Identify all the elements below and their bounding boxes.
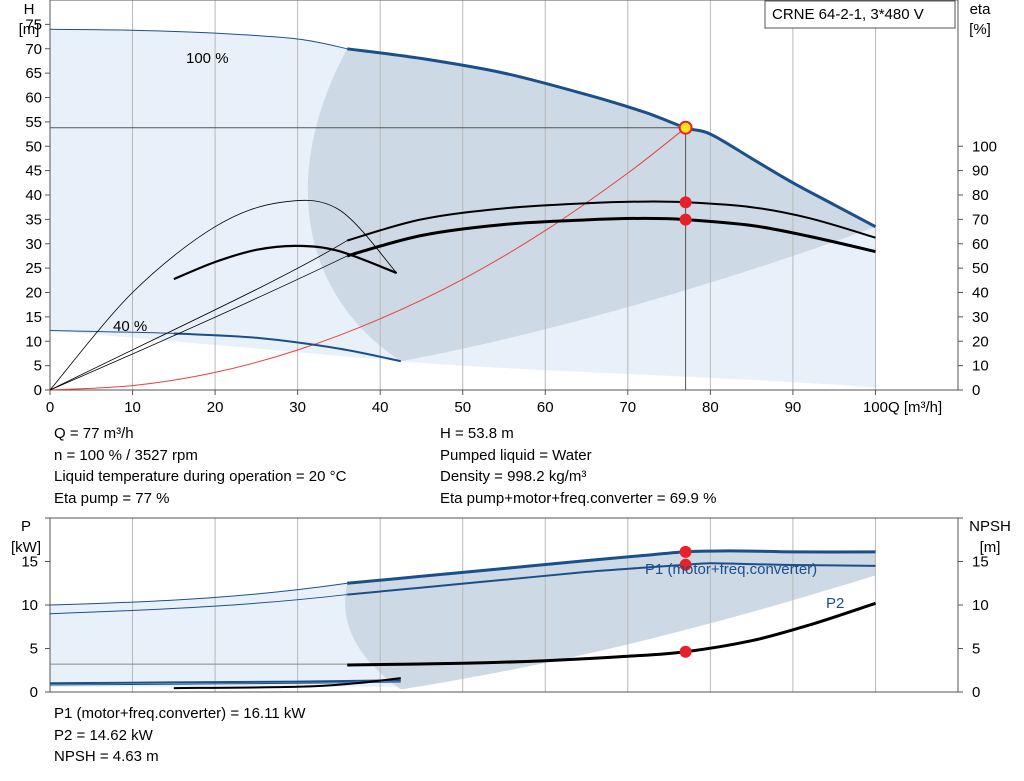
p-tick-label: 0 — [30, 684, 38, 701]
eta-tick-label: 50 — [972, 260, 989, 277]
x-tick-label: 100 — [863, 399, 888, 416]
h-tick-label: 40 — [25, 187, 42, 204]
x-tick-label: 50 — [454, 399, 471, 416]
npsh-curve — [347, 601, 876, 667]
p-tick-label: 15 — [21, 554, 38, 571]
npsh-tick-label: 15 — [972, 554, 989, 571]
h-tick-label: 20 — [25, 285, 42, 302]
eta-total-curve — [346, 216, 876, 258]
h-tick-label: 50 — [25, 138, 42, 155]
light-region-power — [50, 583, 401, 687]
p2-curve-label: P2 — [826, 595, 844, 612]
x-tick-label: 0 — [46, 399, 54, 416]
operating-region-head — [307, 48, 876, 362]
p1-40-curve — [49, 679, 401, 685]
head-curve-40 — [173, 332, 401, 363]
h-tick-label: 30 — [25, 236, 42, 253]
h-tick-label: 75 — [25, 16, 42, 33]
eta-axis-title: eta [%] — [969, 1, 991, 38]
h-tick-label: 5 — [34, 358, 42, 375]
p2-curve — [347, 562, 876, 596]
head-axis-title: H [m] — [19, 1, 40, 38]
eta-tick-label: 40 — [972, 285, 989, 302]
p-tick-label: 5 — [30, 641, 38, 658]
info-top-left: Q = 77 m³/h n = 100 % / 3527 rpm Liquid … — [54, 423, 346, 509]
info-p1: P1 (motor+freq.converter) = 16.11 kW — [54, 705, 306, 722]
info-liquid: Pumped liquid = Water — [440, 446, 592, 464]
pump-title: CRNE 64-2-1, 3*480 V — [772, 6, 924, 23]
p2-curve-extension — [49, 594, 348, 615]
info-flow: Q = 77 m³/h — [54, 425, 134, 442]
info-p2: P2 = 14.62 kW — [54, 726, 153, 744]
x-tick-label: 70 — [619, 399, 636, 416]
eta-tick-label: 10 — [972, 358, 989, 375]
npsh-axis-title: NPSH [m] — [969, 518, 1011, 556]
h-tick-label: 10 — [25, 333, 42, 350]
eta-pump-curve — [346, 200, 876, 242]
eta-total-start — [49, 255, 348, 391]
eta-tick-label: 70 — [972, 211, 989, 228]
x-tick-label: 10 — [124, 399, 141, 416]
eta-total-40-curve — [173, 244, 398, 281]
h-tick-label: 55 — [25, 114, 42, 131]
eta-tick-label: 80 — [972, 187, 989, 204]
info-eta-pump: Eta pump = 77 % — [54, 489, 170, 507]
eta-tick-label: 0 — [972, 382, 980, 399]
eta-tick-label: 60 — [972, 236, 989, 253]
h-tick-label: 15 — [25, 309, 42, 326]
h-tick-label: 0 — [34, 382, 42, 399]
x-tick-label: 60 — [537, 399, 554, 416]
h-tick-label: 35 — [25, 211, 42, 228]
duty-point-head — [678, 120, 693, 135]
head-curve-100-extension — [49, 28, 348, 50]
duty-point-eta-total — [679, 213, 692, 226]
h-tick-label: 25 — [25, 260, 42, 277]
info-head: H = 53.8 m — [440, 425, 514, 442]
p1-curve-label: P1 (motor+freq.converter) — [645, 561, 817, 578]
h-tick-label: 45 — [25, 163, 42, 180]
info-top-right: H = 53.8 m Pumped liquid = Water Density… — [440, 423, 716, 509]
curve-label-100: 100 % — [186, 50, 229, 67]
p1-curve — [347, 549, 876, 585]
curve-label-40: 40 % — [113, 318, 147, 335]
x-tick-label: 80 — [702, 399, 719, 416]
npsh-tick-label: 10 — [972, 597, 989, 614]
p-tick-label: 10 — [21, 597, 38, 614]
system-curve — [49, 127, 686, 391]
h-tick-label: 65 — [25, 65, 42, 82]
h-tick-label: 60 — [25, 90, 42, 107]
power-axis-title: P [kW] — [11, 518, 41, 556]
p1-curve-extension — [49, 582, 348, 606]
eta-tick-label: 90 — [972, 163, 989, 180]
flow-axis-title: Q [m³/h] — [888, 399, 942, 416]
npsh-tick-label: 0 — [972, 684, 980, 701]
info-density: Density = 998.2 kg/m³ — [440, 468, 587, 485]
info-liquid-temp: Liquid temperature during operation = 20… — [54, 468, 347, 485]
duty-point-p1 — [679, 545, 692, 558]
eta-pump-start — [49, 240, 348, 391]
npsh-40-curve — [173, 677, 401, 690]
duty-point-eta-pump — [679, 196, 692, 209]
x-tick-label: 30 — [289, 399, 306, 416]
x-tick-label: 20 — [207, 399, 224, 416]
info-bottom: P1 (motor+freq.converter) = 16.11 kW P2 … — [54, 703, 306, 768]
eta-tick-label: 20 — [972, 333, 989, 350]
duty-point-p2 — [679, 558, 692, 571]
eta-pump-40-curve — [49, 199, 397, 391]
npsh-tick-label: 5 — [972, 641, 980, 658]
h-tick-label: 70 — [25, 41, 42, 58]
eta-tick-label: 100 — [972, 138, 997, 155]
eta-tick-label: 30 — [972, 309, 989, 326]
pump-title-box — [764, 0, 956, 29]
duty-point-npsh — [679, 645, 692, 658]
info-eta-total: Eta pump+motor+freq.converter = 69.9 % — [440, 489, 717, 507]
info-npsh: NPSH = 4.63 m — [54, 748, 159, 765]
info-speed: n = 100 % / 3527 rpm — [54, 446, 198, 464]
x-tick-label: 40 — [372, 399, 389, 416]
operating-region-power — [345, 551, 876, 690]
x-tick-label: 90 — [785, 399, 802, 416]
